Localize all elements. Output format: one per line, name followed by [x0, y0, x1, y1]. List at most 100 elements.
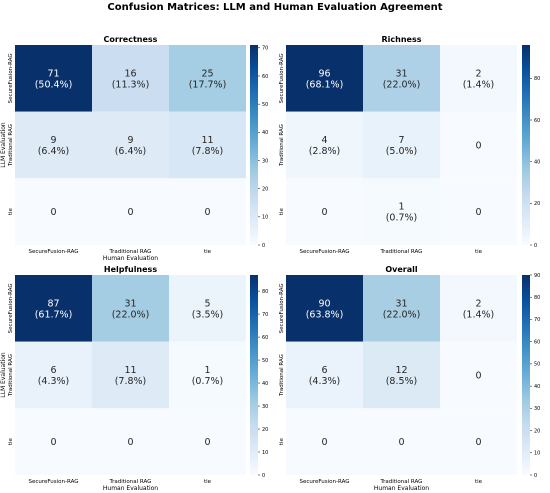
- heatmap-cell: [15, 275, 92, 342]
- heatmap-cell: [286, 45, 363, 112]
- heatmap-cell: [15, 45, 92, 112]
- heatmap-cell: [363, 341, 440, 409]
- x-tick-label: SecureFusion-RAG: [28, 479, 78, 485]
- y-tick-label: Traditional RAG: [8, 124, 14, 167]
- heatmap-panel-richness: Richness 96 (68.1%) 31 (22.0%) 2 (1.4%) 4 (2.8%)…: [279, 35, 540, 255]
- panel-title: Helpfulness: [104, 265, 157, 274]
- x-tick-label: SecureFusion-RAG: [299, 479, 349, 485]
- x-tick-label: tie: [204, 479, 212, 485]
- y-tick-label: SecureFusion-RAG: [8, 283, 14, 333]
- colorbar-tick-label: 50: [262, 358, 268, 364]
- cell-annotation: 6 (4.3%): [38, 365, 70, 387]
- cell-annotation: 11 (7.8%): [115, 365, 147, 387]
- colorbar-tick-label: 0: [534, 243, 537, 249]
- heatmap-cell: [169, 45, 246, 112]
- colorbar-tick-label: 0: [534, 473, 537, 479]
- heatmap-cell: [92, 178, 169, 245]
- y-axis-label: LLM Evaluation: [0, 352, 7, 398]
- y-tick-label: tie: [279, 208, 285, 216]
- cell-annotation: 9 (6.4%): [38, 135, 70, 157]
- cell-annotation: 4 (2.8%): [309, 135, 341, 157]
- colorbar-tick-label: 30: [534, 406, 540, 412]
- heatmap-cell: [92, 45, 169, 112]
- heatmap-cell: [440, 341, 517, 409]
- panel-title: Correctness: [104, 35, 158, 44]
- heatmap-cell: [15, 111, 92, 179]
- heatmap-cell: [286, 408, 363, 475]
- cell-annotation: 0: [475, 437, 481, 448]
- y-tick-label: SecureFusion-RAG: [8, 53, 14, 103]
- heatmap-cell: [440, 111, 517, 179]
- figure-title: Confusion Matrices: LLM and Human Evalua…: [107, 2, 442, 13]
- cell-annotation: 12 (8.5%): [386, 365, 418, 387]
- cell-annotation: 0: [475, 207, 481, 218]
- y-tick-label: Traditional RAG: [279, 354, 285, 397]
- y-tick-label: SecureFusion-RAG: [279, 283, 285, 333]
- x-tick-label: SecureFusion-RAG: [28, 249, 78, 255]
- colorbar-tick-label: 20: [262, 427, 268, 433]
- heatmap-cell: [92, 341, 169, 409]
- y-tick-label: SecureFusion-RAG: [279, 53, 285, 103]
- cell-annotation: 0: [204, 207, 210, 218]
- panel-title: Overall: [385, 265, 418, 274]
- heatmap-cell: [169, 111, 246, 179]
- x-tick-label: tie: [475, 479, 483, 485]
- x-tick-label: SecureFusion-RAG: [299, 249, 349, 255]
- colorbar-tick-label: 60: [534, 118, 540, 124]
- heatmap-cell: [286, 341, 363, 409]
- x-tick-label: Traditional RAG: [109, 249, 152, 255]
- colorbar-tick-label: 0: [262, 243, 265, 249]
- cell-annotation: 0: [475, 371, 481, 382]
- x-tick-label: Traditional RAG: [380, 249, 423, 255]
- heatmap-cell: [15, 408, 92, 475]
- heatmap-cell: [286, 178, 363, 245]
- cell-annotation: 0: [50, 207, 56, 218]
- cell-annotation: 71 (50.4%): [35, 68, 73, 90]
- cell-annotation: 0: [475, 141, 481, 152]
- x-axis-label: Human Evaluation: [103, 255, 158, 262]
- y-axis-label: LLM Evaluation: [0, 122, 7, 168]
- x-axis-label: Human Evaluation: [103, 485, 158, 492]
- colorbar: [522, 275, 530, 475]
- colorbar-tick-label: 10: [262, 215, 268, 221]
- cell-annotation: 5 (3.5%): [192, 298, 224, 320]
- cell-annotation: 6 (4.3%): [309, 365, 341, 387]
- colorbar-tick-label: 70: [262, 312, 268, 318]
- colorbar-tick-label: 20: [534, 428, 540, 434]
- heatmap-cell: [169, 178, 246, 245]
- heatmap-cell: [363, 111, 440, 179]
- heatmap-cell: [363, 275, 440, 342]
- cell-annotation: 9 (6.4%): [115, 135, 147, 157]
- cell-annotation: 2 (1.4%): [463, 68, 495, 90]
- y-tick-label: tie: [8, 438, 14, 446]
- colorbar-tick-label: 40: [534, 384, 540, 390]
- x-axis-label: Human Evaluation: [374, 485, 429, 492]
- colorbar-tick-label: 30: [262, 404, 268, 410]
- colorbar-tick-label: 80: [534, 295, 540, 301]
- colorbar-tick-label: 20: [262, 186, 268, 192]
- cell-annotation: 0: [204, 437, 210, 448]
- heatmap-cell: [440, 275, 517, 342]
- heatmap-cell: [363, 408, 440, 475]
- heatmap-cell: [363, 178, 440, 245]
- cell-annotation: 31 (22.0%): [383, 298, 421, 320]
- cell-annotation: 96 (68.1%): [306, 68, 344, 90]
- heatmap-cell: [169, 341, 246, 409]
- cell-annotation: 25 (17.7%): [189, 68, 227, 90]
- colorbar-tick-label: 40: [534, 159, 540, 165]
- colorbar-tick-label: 40: [262, 130, 268, 136]
- colorbar-tick-label: 20: [534, 201, 540, 207]
- cell-annotation: 0: [398, 437, 404, 448]
- heatmap-panel-correctness: Correctness 71 (50.4%) 16 (11.3%) 25 (17.7%) 9(…: [0, 35, 268, 262]
- y-tick-label: tie: [279, 438, 285, 446]
- cell-annotation: 0: [127, 437, 133, 448]
- cell-annotation: 31 (22.0%): [112, 298, 150, 320]
- heatmap-cell: [15, 341, 92, 409]
- heatmap-cell: [440, 178, 517, 245]
- colorbar-tick-label: 10: [534, 451, 540, 457]
- y-tick-label: tie: [8, 208, 14, 216]
- heatmap-cell: [440, 45, 517, 112]
- y-tick-label: Traditional RAG: [279, 124, 285, 167]
- x-tick-label: Traditional RAG: [380, 479, 423, 485]
